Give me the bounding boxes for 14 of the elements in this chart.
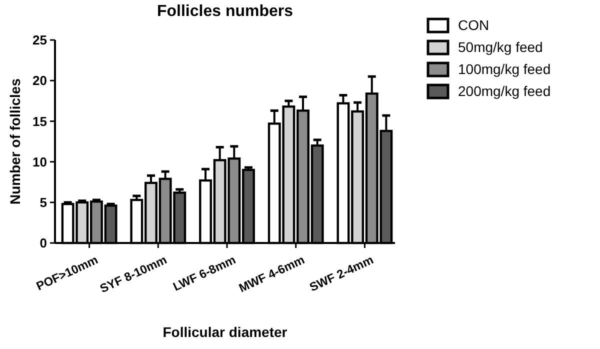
y-tick-label: 10 bbox=[32, 154, 47, 170]
legend-label: CON bbox=[458, 16, 490, 33]
x-axis-title: Follicular diameter bbox=[162, 324, 288, 340]
y-tick-label: 25 bbox=[32, 32, 47, 48]
y-tick-label: 5 bbox=[40, 194, 47, 210]
legend-label: 100mg/kg feed bbox=[458, 60, 551, 77]
y-tick-label: 15 bbox=[32, 114, 47, 129]
x-tick-label: MWF 4-6mm bbox=[236, 252, 307, 296]
y-tick-label: 20 bbox=[32, 73, 47, 88]
chart-title: Follicles numbers bbox=[156, 3, 294, 20]
legend-label: 200mg/kg feed bbox=[458, 82, 551, 99]
y-tick-label: 0 bbox=[40, 236, 47, 251]
y-axis-title: Number of follicles bbox=[7, 78, 23, 205]
legend-label: 50mg/kg feed bbox=[458, 38, 543, 55]
